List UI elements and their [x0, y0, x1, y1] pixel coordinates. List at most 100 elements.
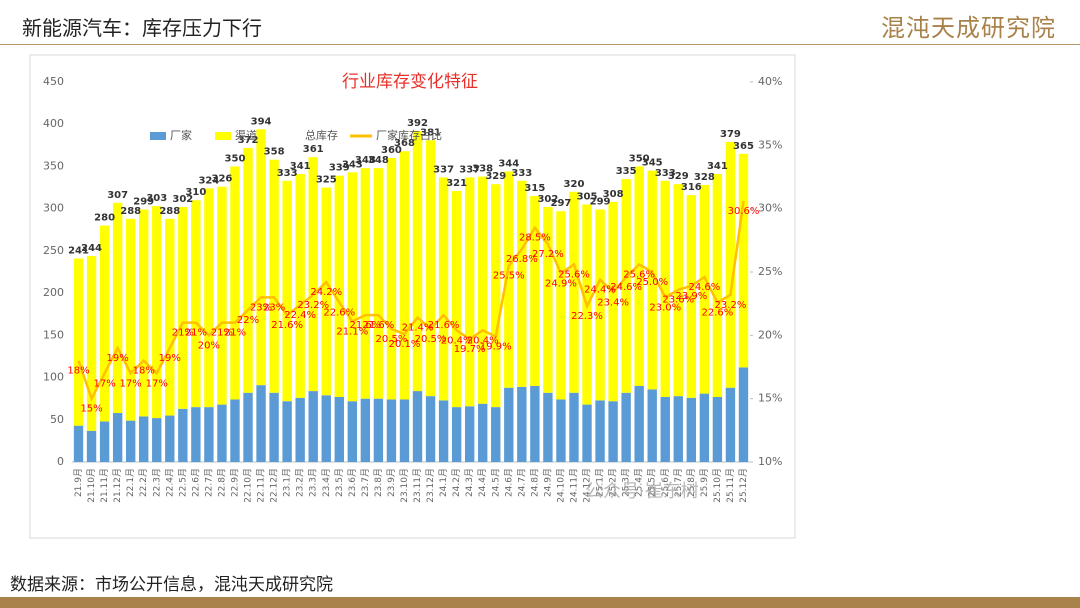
bar-segment	[152, 206, 162, 419]
bar-segment	[125, 420, 136, 462]
bar-segment	[491, 184, 501, 408]
share-label: 24.6%	[610, 282, 642, 293]
y2-tick-label: 25%	[758, 265, 782, 278]
bar-segment	[738, 153, 749, 368]
bar-segment	[321, 187, 331, 396]
bar-segment	[608, 401, 618, 462]
bar-segment	[86, 255, 97, 431]
x-tick-label: 24.1月	[438, 468, 449, 497]
x-tick-label: 24.10月	[555, 468, 566, 503]
legend-label: 总库存	[305, 128, 338, 142]
share-label: 23.2%	[715, 300, 747, 311]
bar-segment	[386, 399, 397, 462]
total-label: 299	[590, 197, 611, 208]
bar-segment	[725, 141, 736, 388]
x-tick-label: 25.1月	[595, 468, 606, 497]
share-label: 26.8%	[506, 254, 538, 265]
y-tick-label: 300	[43, 202, 64, 215]
total-label: 365	[733, 141, 754, 152]
total-label: 345	[642, 158, 663, 169]
total-label: 241	[68, 245, 89, 256]
total-label: 338	[472, 164, 493, 175]
total-label: 337	[459, 164, 480, 175]
share-label: 24.4%	[584, 285, 616, 296]
x-tick-label: 22.12月	[269, 468, 280, 503]
total-label: 394	[251, 116, 272, 127]
legend-label: 渠道	[235, 128, 257, 142]
bar-segment	[373, 398, 384, 462]
total-label: 333	[277, 168, 298, 179]
total-label: 392	[407, 118, 428, 129]
y-tick-label: 400	[43, 117, 64, 130]
share-label: 22.4%	[284, 310, 316, 321]
total-label: 333	[655, 168, 676, 179]
total-label: 280	[94, 213, 115, 224]
bar-segment	[73, 425, 84, 462]
bar-segment	[360, 398, 371, 462]
total-label: 337	[433, 164, 454, 175]
bar-segment	[451, 407, 462, 462]
bar-segment	[634, 166, 644, 386]
x-tick-label: 21.11月	[99, 468, 110, 503]
total-label: 343	[342, 159, 363, 170]
bar-segment	[99, 225, 110, 422]
bar-segment	[725, 387, 736, 462]
share-label: 17%	[146, 378, 168, 389]
share-label: 21%	[211, 328, 233, 339]
share-label: 19.9%	[480, 342, 512, 353]
bar-segment	[634, 386, 644, 462]
bar-segment	[256, 129, 266, 386]
bar-segment	[191, 407, 201, 462]
bar-segment	[595, 400, 605, 462]
bar-segment	[386, 158, 397, 400]
share-label: 19%	[159, 353, 181, 364]
total-label: 329	[668, 171, 689, 182]
legend-label: 厂家库存占比	[376, 128, 442, 142]
total-label: 321	[446, 178, 467, 189]
bar-segment	[204, 188, 214, 408]
bar-segment	[125, 218, 136, 421]
x-tick-label: 25.10月	[712, 468, 723, 503]
x-tick-label: 22.9月	[229, 468, 240, 497]
bar-segment	[334, 396, 344, 462]
total-label: 324	[198, 175, 219, 186]
bar-segment	[308, 391, 318, 462]
bar-segment	[112, 202, 123, 414]
total-label: 360	[381, 145, 402, 156]
total-label: 328	[694, 172, 715, 183]
share-label: 20.4%	[441, 335, 473, 346]
share-label: 21.1%	[336, 326, 368, 337]
x-tick-label: 21.12月	[112, 468, 123, 503]
bar-segment	[178, 206, 188, 409]
bar-segment	[282, 180, 292, 402]
bar-segment	[491, 407, 501, 462]
total-label: 335	[616, 166, 637, 177]
total-label: 310	[185, 187, 206, 198]
share-label: 23%	[250, 302, 272, 313]
bar-segment	[582, 404, 592, 462]
bar-segment	[686, 397, 697, 462]
y2-tick-label: 10%	[758, 455, 782, 468]
bar-segment	[608, 201, 618, 402]
bar-segment	[112, 413, 123, 462]
x-tick-label: 25.8月	[686, 468, 697, 497]
bar-segment	[530, 196, 540, 386]
share-label: 22.6%	[702, 307, 734, 318]
bar-segment	[595, 209, 605, 401]
x-tick-label: 23.11月	[412, 468, 423, 503]
x-tick-label: 24.3月	[464, 468, 475, 497]
bar-segment	[647, 389, 657, 462]
total-label: 315	[524, 183, 545, 194]
bar-segment	[373, 168, 384, 399]
share-label: 23.0%	[649, 302, 681, 313]
bar-segment	[699, 185, 710, 394]
share-label: 22.3%	[571, 311, 603, 322]
bar-segment	[412, 130, 423, 392]
share-label: 23%	[263, 302, 285, 313]
bar-segment	[204, 407, 214, 462]
bar-segment	[139, 209, 149, 417]
x-tick-label: 24.12月	[582, 468, 593, 503]
total-label: 302	[172, 194, 193, 205]
x-tick-label: 25.11月	[725, 468, 736, 503]
share-line	[77, 200, 745, 402]
